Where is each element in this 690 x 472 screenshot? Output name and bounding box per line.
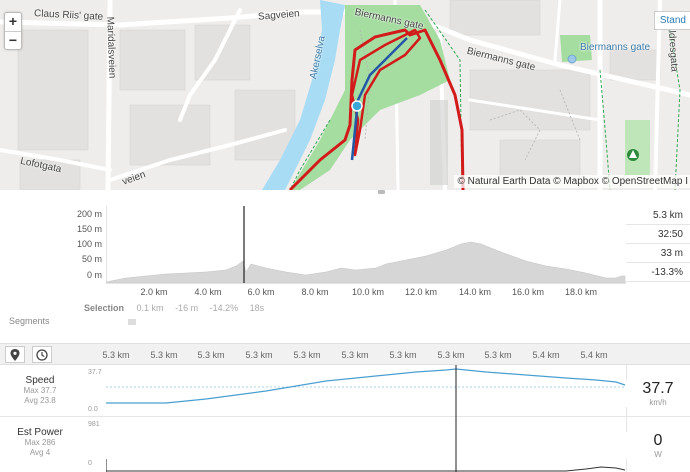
- stat-elevation: 33 m: [626, 244, 690, 263]
- map-style-button[interactable]: Stand: [653, 11, 690, 30]
- x-tick: 6.0 km: [247, 287, 275, 297]
- clock-icon: [36, 348, 48, 361]
- route-map[interactable]: Claus Riis' gate Maridalsveien Sagveien …: [0, 0, 690, 190]
- y-tick: 100 m: [76, 239, 102, 249]
- x-tick: 10.0 km: [351, 287, 385, 297]
- power-value: 0: [653, 432, 663, 449]
- elevation-panel: 200 m 150 m 100 m 50 m 0 m 2.0 km 4.0 km…: [0, 196, 690, 336]
- stat-distance: 5.3 km: [626, 206, 690, 225]
- selection-distance: 0.1 km: [136, 303, 164, 313]
- zoom-out-button[interactable]: −: [5, 31, 21, 49]
- map-resize-handle[interactable]: [378, 190, 385, 194]
- km-tick: 5.3 km: [245, 350, 273, 360]
- speed-label: Speed: [25, 375, 55, 386]
- power-label: Est Power: [17, 427, 63, 438]
- x-tick: 8.0 km: [301, 287, 329, 297]
- speed-y-max: 37.7: [88, 369, 102, 376]
- km-tick: 5.3 km: [341, 350, 369, 360]
- time-tool-button[interactable]: [32, 346, 52, 363]
- map-pin-icon: [10, 348, 20, 361]
- selection-grade: -14.2%: [209, 303, 239, 313]
- speed-avg: Avg 23.8: [24, 396, 56, 405]
- km-tick: 5.3 km: [484, 350, 512, 360]
- stat-grade: -13.3%: [626, 263, 690, 282]
- x-tick: 2.0 km: [140, 287, 168, 297]
- map-canvas: [0, 0, 690, 190]
- power-label-group: Est Power Max 286 Avg 4: [0, 427, 80, 458]
- y-tick: 0 m: [86, 270, 102, 280]
- y-tick: 50 m: [81, 254, 102, 264]
- park-icon[interactable]: [627, 149, 639, 161]
- selection-label: Selection: [84, 303, 125, 313]
- x-tick: 4.0 km: [194, 287, 222, 297]
- selection-summary: Selection 0.1 km -16 m -14.2% 18s: [84, 303, 273, 313]
- speed-value-box: 37.7 km/h: [626, 380, 690, 407]
- power-value-box: 0 W: [626, 432, 690, 459]
- location-marker: [352, 101, 362, 111]
- power-avg: Avg 4: [29, 448, 51, 457]
- x-tick: 14.0 km: [458, 287, 492, 297]
- speed-y-min: 0.0: [88, 406, 98, 413]
- zoom-in-button[interactable]: +: [8, 13, 18, 29]
- km-tick: 5.3 km: [293, 350, 321, 360]
- x-tick: 16.0 km: [511, 287, 545, 297]
- y-tick: 150 m: [76, 224, 102, 234]
- stat-time: 32:50: [626, 225, 690, 244]
- x-tick: 12.0 km: [404, 287, 438, 297]
- bus-stop-icon[interactable]: [568, 55, 576, 63]
- segments-label: Segments: [9, 316, 50, 326]
- km-tick: 5.3 km: [437, 350, 465, 360]
- speed-stream-row: Speed Max 37.7 Avg 23.8 37.7 0.0 37.7 km…: [0, 365, 690, 417]
- power-max: Max 286: [24, 438, 56, 447]
- x-tick: 18.0 km: [564, 287, 598, 297]
- pin-tool-button[interactable]: [5, 346, 25, 363]
- km-tick: 5.3 km: [102, 350, 130, 360]
- power-stream-row: Est Power Max 286 Avg 4 981 0 0 W: [0, 417, 690, 472]
- selection-elevation: -16 m: [175, 303, 199, 313]
- speed-max: Max 37.7: [23, 386, 57, 395]
- streams-panel: 5.3 km 5.3 km 5.3 km 5.3 km 5.3 km 5.3 k…: [0, 343, 690, 472]
- poi-label: Biermanns gate: [580, 42, 651, 53]
- power-y-max: 981: [88, 421, 100, 428]
- elevation-chart[interactable]: [106, 206, 626, 284]
- segment-marker[interactable]: [128, 319, 136, 325]
- power-unit: W: [654, 450, 662, 459]
- map-attribution[interactable]: © Natural Earth Data © Mapbox © OpenStre…: [454, 175, 690, 188]
- zoom-control: + −: [4, 12, 22, 50]
- power-y-min: 0: [88, 460, 92, 467]
- speed-value: 37.7: [642, 380, 674, 397]
- speed-unit: km/h: [649, 398, 667, 407]
- km-tick: 5.4 km: [532, 350, 560, 360]
- speed-label-group: Speed Max 37.7 Avg 23.8: [0, 375, 80, 406]
- km-tick: 5.4 km: [580, 350, 608, 360]
- selection-time: 18s: [249, 303, 265, 313]
- km-tick: 5.3 km: [197, 350, 225, 360]
- elevation-stats: 5.3 km 32:50 33 m -13.3%: [626, 206, 690, 282]
- km-tick: 5.3 km: [389, 350, 417, 360]
- street-label: Maridalsveien: [104, 16, 118, 79]
- km-tick: 5.3 km: [150, 350, 178, 360]
- y-tick: 200 m: [76, 209, 102, 219]
- streams-header: 5.3 km 5.3 km 5.3 km 5.3 km 5.3 km 5.3 k…: [0, 343, 690, 365]
- speed-chart[interactable]: [106, 365, 626, 417]
- power-chart[interactable]: [106, 417, 626, 472]
